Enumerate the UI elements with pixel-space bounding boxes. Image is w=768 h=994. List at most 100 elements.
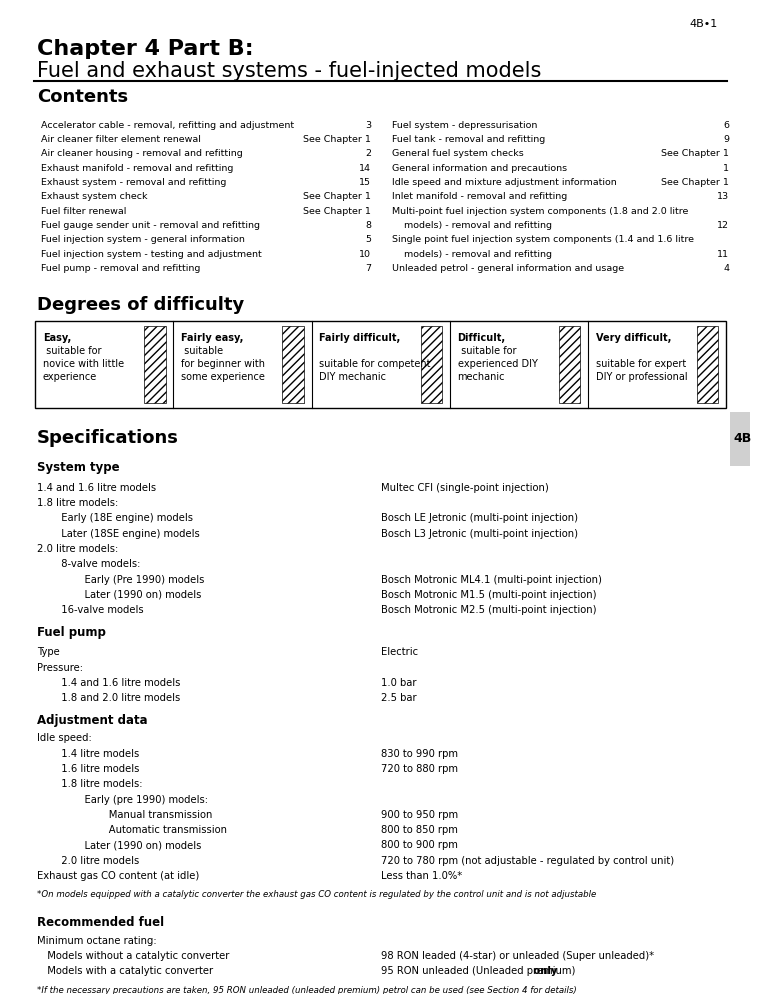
Bar xyxy=(35,321,727,408)
Text: Manual transmission: Manual transmission xyxy=(90,810,212,820)
Text: Fairly easy,: Fairly easy, xyxy=(181,333,243,343)
Text: 1.8 and 2.0 litre models: 1.8 and 2.0 litre models xyxy=(55,693,180,703)
Text: 1.4 and 1.6 litre models: 1.4 and 1.6 litre models xyxy=(37,483,156,493)
Text: 1: 1 xyxy=(723,164,729,173)
Bar xyxy=(283,326,304,403)
Text: 1.4 and 1.6 litre models: 1.4 and 1.6 litre models xyxy=(55,678,180,688)
Text: 1.4 litre models: 1.4 litre models xyxy=(55,748,139,758)
Text: Very difficult,: Very difficult, xyxy=(596,333,671,343)
Text: 4: 4 xyxy=(723,263,729,273)
Text: 95 RON unleaded (Unleaded premium): 95 RON unleaded (Unleaded premium) xyxy=(381,966,575,976)
Text: Adjustment data: Adjustment data xyxy=(37,714,147,727)
Text: 4B•1: 4B•1 xyxy=(689,19,717,29)
Text: Exhaust system check: Exhaust system check xyxy=(41,192,147,201)
Text: See Chapter 1: See Chapter 1 xyxy=(661,149,729,158)
Text: Bosch Motronic M2.5 (multi-point injection): Bosch Motronic M2.5 (multi-point injecti… xyxy=(381,605,596,615)
Bar xyxy=(144,326,166,403)
Text: 1.6 litre models: 1.6 litre models xyxy=(55,764,139,774)
Text: 1.8 litre models:: 1.8 litre models: xyxy=(37,498,118,508)
Text: Difficult,: Difficult, xyxy=(458,333,505,343)
Text: 720 to 780 rpm (not adjustable - regulated by control unit): 720 to 780 rpm (not adjustable - regulat… xyxy=(381,856,674,866)
Text: suitable for expert: suitable for expert xyxy=(596,359,686,369)
Text: Air cleaner filter element renewal: Air cleaner filter element renewal xyxy=(41,135,201,144)
Text: Fuel injection system - testing and adjustment: Fuel injection system - testing and adju… xyxy=(41,249,262,258)
Text: only: only xyxy=(530,966,558,976)
Text: Pressure:: Pressure: xyxy=(37,663,83,673)
Text: Fuel gauge sender unit - removal and refitting: Fuel gauge sender unit - removal and ref… xyxy=(41,221,260,230)
Text: 16-valve models: 16-valve models xyxy=(55,605,144,615)
Bar xyxy=(559,326,580,403)
Text: Fuel injection system - general information: Fuel injection system - general informat… xyxy=(41,236,245,245)
Text: Contents: Contents xyxy=(37,87,128,106)
Text: Air cleaner housing - removal and refitting: Air cleaner housing - removal and refitt… xyxy=(41,149,243,158)
Text: Idle speed and mixture adjustment information: Idle speed and mixture adjustment inform… xyxy=(392,178,617,187)
Text: Specifications: Specifications xyxy=(37,429,179,447)
Text: 5: 5 xyxy=(365,236,371,245)
Text: mechanic: mechanic xyxy=(458,372,505,382)
Text: Fuel system - depressurisation: Fuel system - depressurisation xyxy=(392,120,538,129)
Text: Less than 1.0%*: Less than 1.0%* xyxy=(381,871,462,881)
Text: Later (18SE engine) models: Later (18SE engine) models xyxy=(55,529,200,539)
Text: 13: 13 xyxy=(717,192,729,201)
Text: DIY mechanic: DIY mechanic xyxy=(319,372,386,382)
Text: Minimum octane rating:: Minimum octane rating: xyxy=(37,936,157,946)
Text: See Chapter 1: See Chapter 1 xyxy=(303,135,371,144)
Text: *On models equipped with a catalytic converter the exhaust gas CO content is reg: *On models equipped with a catalytic con… xyxy=(37,891,596,900)
Text: Models without a catalytic converter: Models without a catalytic converter xyxy=(41,951,230,961)
Text: Electric: Electric xyxy=(381,647,418,657)
Text: Easy,: Easy, xyxy=(43,333,71,343)
Text: 6: 6 xyxy=(723,120,729,129)
Text: Single point fuel injection system components (1.4 and 1.6 litre: Single point fuel injection system compo… xyxy=(392,236,694,245)
Text: 4B: 4B xyxy=(733,432,751,445)
Text: Fuel and exhaust systems - fuel-injected models: Fuel and exhaust systems - fuel-injected… xyxy=(37,62,541,82)
Text: Idle speed:: Idle speed: xyxy=(37,734,92,744)
Text: 800 to 850 rpm: 800 to 850 rpm xyxy=(381,825,458,835)
Text: 7: 7 xyxy=(365,263,371,273)
Text: Multi-point fuel injection system components (1.8 and 2.0 litre: Multi-point fuel injection system compon… xyxy=(392,207,689,216)
Text: Multec CFI (single-point injection): Multec CFI (single-point injection) xyxy=(381,483,548,493)
Text: 12: 12 xyxy=(717,221,729,230)
Text: Early (Pre 1990) models: Early (Pre 1990) models xyxy=(72,575,204,584)
Text: suitable for: suitable for xyxy=(458,346,516,357)
Text: 2.5 bar: 2.5 bar xyxy=(381,693,416,703)
Text: Degrees of difficulty: Degrees of difficulty xyxy=(37,296,244,314)
Text: Chapter 4 Part B:: Chapter 4 Part B: xyxy=(37,39,253,59)
Text: 3: 3 xyxy=(365,120,371,129)
Text: Bosch LE Jetronic (multi-point injection): Bosch LE Jetronic (multi-point injection… xyxy=(381,513,578,524)
Text: Early (18E engine) models: Early (18E engine) models xyxy=(55,513,193,524)
Text: Bosch L3 Jetronic (multi-point injection): Bosch L3 Jetronic (multi-point injection… xyxy=(381,529,578,539)
Bar xyxy=(730,412,754,466)
Text: Models with a catalytic converter: Models with a catalytic converter xyxy=(41,966,214,976)
Text: 98 RON leaded (4-star) or unleaded (Super unleaded)*: 98 RON leaded (4-star) or unleaded (Supe… xyxy=(381,951,654,961)
Text: Fairly difficult,: Fairly difficult, xyxy=(319,333,401,343)
Text: System type: System type xyxy=(37,461,120,474)
Text: DIY or professional: DIY or professional xyxy=(596,372,687,382)
Text: General information and precautions: General information and precautions xyxy=(392,164,568,173)
Bar xyxy=(421,326,442,403)
Text: Fuel filter renewal: Fuel filter renewal xyxy=(41,207,127,216)
Text: 10: 10 xyxy=(359,249,371,258)
Text: Exhaust gas CO content (at idle): Exhaust gas CO content (at idle) xyxy=(37,871,200,881)
Text: Bosch Motronic ML4.1 (multi-point injection): Bosch Motronic ML4.1 (multi-point inject… xyxy=(381,575,601,584)
Text: models) - removal and refitting: models) - removal and refitting xyxy=(392,249,552,258)
Text: 8-valve models:: 8-valve models: xyxy=(55,560,140,570)
Text: Automatic transmission: Automatic transmission xyxy=(90,825,227,835)
Text: for beginner with: for beginner with xyxy=(181,359,265,369)
Text: Inlet manifold - removal and refitting: Inlet manifold - removal and refitting xyxy=(392,192,568,201)
Text: 2.0 litre models:: 2.0 litre models: xyxy=(37,544,118,554)
Text: 15: 15 xyxy=(359,178,371,187)
Text: 900 to 950 rpm: 900 to 950 rpm xyxy=(381,810,458,820)
Text: experience: experience xyxy=(43,372,98,382)
Text: 800 to 900 rpm: 800 to 900 rpm xyxy=(381,841,458,851)
Text: Unleaded petrol - general information and usage: Unleaded petrol - general information an… xyxy=(392,263,624,273)
Text: Exhaust manifold - removal and refitting: Exhaust manifold - removal and refitting xyxy=(41,164,233,173)
Text: Accelerator cable - removal, refitting and adjustment: Accelerator cable - removal, refitting a… xyxy=(41,120,294,129)
Text: 2.0 litre models: 2.0 litre models xyxy=(55,856,139,866)
Bar xyxy=(697,326,718,403)
Text: Type: Type xyxy=(37,647,60,657)
Text: Fuel pump - removal and refitting: Fuel pump - removal and refitting xyxy=(41,263,200,273)
Text: See Chapter 1: See Chapter 1 xyxy=(303,207,371,216)
Text: suitable for: suitable for xyxy=(43,346,101,357)
Text: Later (1990 on) models: Later (1990 on) models xyxy=(72,590,202,600)
Text: 11: 11 xyxy=(717,249,729,258)
